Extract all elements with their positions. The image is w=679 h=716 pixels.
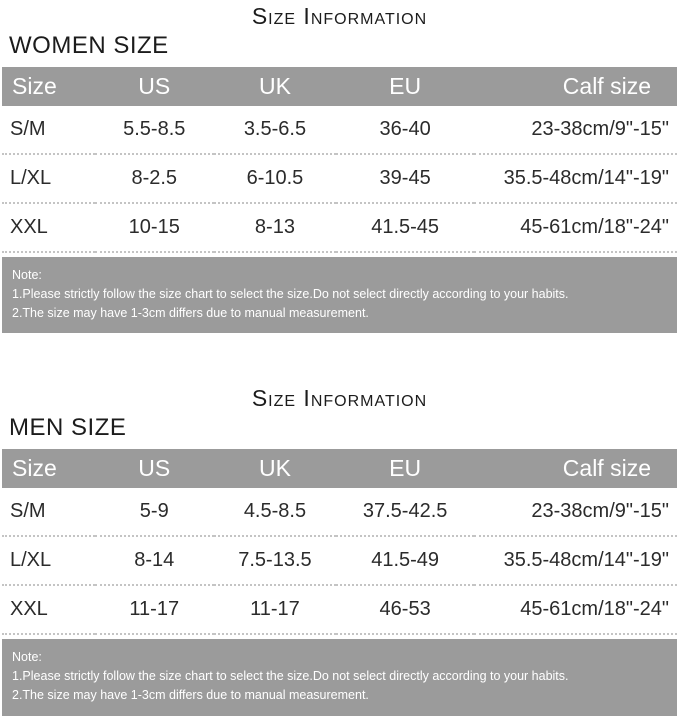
column-header-uk: UK (213, 67, 337, 106)
cell-eu: 37.5-42.5 (362, 500, 448, 523)
men-header-row: Size US UK EU Calf size (2, 449, 677, 489)
column-header-size: Size (2, 67, 95, 106)
table-row-women-xxl: XXL 10-15 8-13 41.5-45 45-61cm/18"-24" (2, 203, 677, 252)
cell-eu: 41.5-45 (371, 216, 440, 238)
table-row-women-sm: S/M 5.5-8.5 3.5-6.5 36-40 23-38cm/9"-15" (2, 106, 677, 154)
cell-us: 8-2.5 (131, 167, 178, 189)
cell-calf-size: 23-38cm/9"-15" (531, 500, 669, 523)
cell-calf-size: 35.5-48cm/14"-19" (503, 167, 669, 189)
table-row-men-sm: S/M 5-9 4.5-8.5 37.5-42.5 23-38cm/9"-15" (2, 488, 677, 537)
table-row-men-xxl: XXL 11-17 11-17 46-53 45-61cm/18"-24" (2, 585, 677, 635)
cell-size: S/M (10, 118, 46, 140)
section-title-men: Size Information (251, 385, 428, 412)
column-header-uk: UK (213, 449, 337, 489)
men-size-table: Size US UK EU Calf size S/M 5-9 4.5-8.5 … (2, 449, 677, 635)
cell-size: L/XL (10, 167, 52, 189)
men-size-label: MEN SIZE (9, 414, 127, 442)
cell-uk: 6-10.5 (246, 167, 304, 189)
cell-calf-size: 35.5-48cm/14"-19" (503, 549, 669, 572)
cell-eu: 39-45 (379, 167, 431, 189)
cell-eu: 36-40 (379, 118, 431, 140)
cell-us: 8-14 (134, 549, 175, 572)
note-box-women: Note: 1.Please strictly follow the size … (2, 257, 677, 334)
cell-uk: 11-17 (250, 598, 300, 621)
cell-uk: 7.5-13.5 (238, 549, 312, 572)
women-header-row: Size US UK EU Calf size (2, 67, 677, 106)
note-line-2: 2.The size may have 1-3cm differs due to… (12, 305, 369, 320)
note-line-1: 1.Please strictly follow the size chart … (12, 286, 569, 301)
women-size-section: Size Information WOMEN SIZE Size US UK E… (2, 3, 677, 334)
cell-size: S/M (10, 500, 46, 523)
women-size-table: Size US UK EU Calf size S/M 5.5-8.5 3.5-… (2, 67, 677, 253)
column-header-us: US (94, 67, 214, 106)
women-size-label: WOMEN SIZE (9, 32, 169, 59)
men-size-section: Size Information MEN SIZE Size US UK EU … (2, 385, 677, 716)
cell-calf-size: 23-38cm/9"-15" (531, 118, 669, 140)
note-box-men: Note: 1.Please strictly follow the size … (2, 639, 677, 716)
cell-size: L/XL (10, 549, 52, 572)
column-header-calf-size: Calf size (474, 67, 677, 106)
note-line-1: 1.Please strictly follow the size chart … (12, 669, 569, 683)
cell-eu: 41.5-49 (371, 549, 440, 572)
column-header-size: Size (2, 449, 95, 489)
cell-us: 11-17 (129, 598, 180, 621)
cell-uk: 8-13 (254, 216, 295, 238)
cell-us: 5.5-8.5 (123, 118, 186, 140)
cell-calf-size: 45-61cm/18"-24" (520, 598, 669, 621)
column-header-us: US (94, 449, 214, 489)
cell-size: XXL (10, 598, 48, 621)
cell-uk: 4.5-8.5 (243, 500, 307, 523)
note-heading: Note: (12, 268, 42, 282)
cell-calf-size: 45-61cm/18"-24" (520, 216, 669, 238)
section-title-women: Size Information (251, 3, 428, 29)
column-header-calf-size: Calf size (474, 449, 677, 489)
cell-us: 10-15 (128, 216, 180, 238)
column-header-eu: EU (336, 67, 475, 106)
note-line-2: 2.The size may have 1-3cm differs due to… (12, 687, 369, 702)
note-heading: Note: (12, 650, 42, 665)
table-row-women-lxl: L/XL 8-2.5 6-10.5 39-45 35.5-48cm/14"-19… (2, 154, 677, 203)
column-header-eu: EU (336, 449, 475, 489)
cell-eu: 46-53 (379, 598, 431, 621)
table-row-men-lxl: L/XL 8-14 7.5-13.5 41.5-49 35.5-48cm/14"… (2, 536, 677, 586)
cell-uk: 3.5-6.5 (243, 118, 307, 140)
cell-size: XXL (10, 216, 48, 238)
cell-us: 5-9 (139, 500, 169, 523)
